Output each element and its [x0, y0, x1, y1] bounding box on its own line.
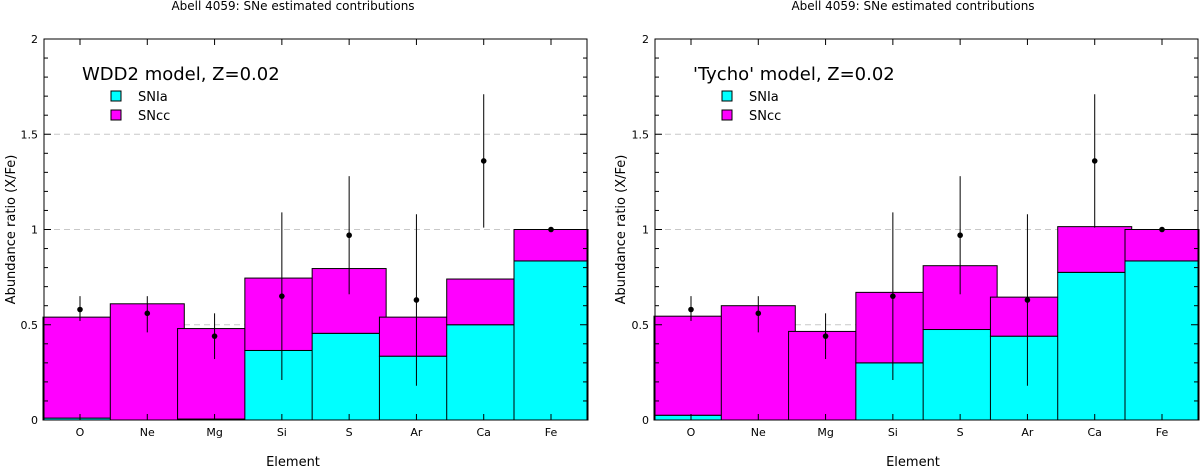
bar-snia-Fe	[1124, 260, 1200, 421]
x-tick-label: Ar	[1021, 426, 1034, 439]
y-tick-label: 0	[31, 414, 38, 427]
legend-label-snia: SNIa	[138, 90, 168, 105]
y-axis-label: Abundance ratio (X/Fe)	[614, 155, 629, 305]
bar-sncc-Fe	[513, 229, 589, 262]
bar-sncc-Fe	[1124, 229, 1200, 262]
bar-sncc-O	[42, 316, 118, 419]
chart-panel-2: Abell 4059: SNe estimated contributions 0…	[614, 0, 1200, 467]
bar-snia-S	[311, 332, 387, 421]
y-tick-label: 0.5	[632, 319, 650, 332]
data-point-S	[346, 232, 352, 239]
legend-swatch-sncc	[110, 109, 122, 121]
bar-sncc-O	[653, 315, 729, 416]
y-tick-label: 1	[642, 224, 649, 237]
y-axis-label: Abundance ratio (X/Fe)	[4, 155, 19, 305]
x-tick-label: O	[687, 426, 696, 439]
x-tick-label: Fe	[1156, 426, 1169, 439]
y-tick-label: 0	[642, 414, 649, 427]
chart-title: Abell 4059: SNe estimated contributions	[791, 0, 1034, 13]
data-point-Mg	[822, 333, 829, 339]
chart-title: Abell 4059: SNe estimated contributions	[171, 0, 414, 13]
x-tick-label: Si	[277, 426, 287, 439]
data-point-Ne	[144, 310, 151, 317]
x-tick-label: Ar	[410, 426, 423, 439]
bar-sncc-Ca	[1057, 226, 1133, 273]
y-tick-label: 1.5	[632, 128, 650, 141]
x-tick-label: Fe	[545, 426, 558, 439]
bar-snia-S	[922, 329, 998, 421]
model-annotation: WDD2 model, Z=0.02	[82, 64, 280, 85]
bar-sncc-Ca	[446, 278, 522, 326]
x-tick-label: Mg	[206, 426, 222, 439]
y-tick-label: 0.5	[21, 319, 39, 332]
x-tick-label: S	[346, 426, 353, 439]
legend-label-sncc: SNcc	[749, 109, 781, 124]
data-point-O	[77, 306, 83, 313]
data-point-Mg	[211, 333, 218, 339]
x-tick-label: S	[957, 426, 964, 439]
x-tick-label: Ne	[140, 426, 155, 439]
y-tick-label: 1.5	[21, 128, 39, 141]
data-point-Si	[890, 293, 896, 299]
y-tick-label: 1	[31, 224, 38, 237]
x-tick-label: Si	[888, 426, 898, 439]
y-tick-label: 2	[31, 33, 38, 46]
data-point-Si	[279, 293, 285, 299]
data-point-Ar	[1024, 297, 1031, 303]
legend-swatch-sncc	[721, 109, 733, 121]
x-tick-label: Ca	[477, 426, 491, 439]
data-point-Ne	[755, 310, 762, 317]
data-point-O	[688, 306, 694, 313]
data-point-Fe	[548, 226, 554, 233]
x-tick-label: O	[76, 426, 85, 439]
x-tick-label: Mg	[817, 426, 833, 439]
data-point-Ca	[480, 158, 487, 164]
chart-panel-1: Abell 4059: SNe estimated contributions 0…	[4, 0, 589, 467]
bar-snia-Fe	[513, 260, 589, 421]
legend-swatch-snia	[721, 90, 733, 102]
data-point-S	[957, 232, 963, 239]
legend-label-snia: SNIa	[749, 90, 779, 105]
legend-label-sncc: SNcc	[138, 109, 170, 124]
x-axis-label: Element	[886, 455, 940, 467]
bar-snia-Ca	[446, 324, 522, 421]
x-tick-label: Ca	[1088, 426, 1102, 439]
y-tick-label: 2	[642, 33, 649, 46]
bar-snia-Ca	[1057, 271, 1133, 421]
model-annotation: 'Tycho' model, Z=0.02	[693, 64, 895, 85]
bar-sncc-S	[922, 265, 998, 331]
data-point-Ca	[1091, 158, 1098, 164]
data-point-Fe	[1159, 226, 1165, 233]
x-tick-label: Ne	[751, 426, 766, 439]
x-axis-label: Element	[266, 455, 320, 467]
legend-swatch-snia	[110, 90, 122, 102]
data-point-Ar	[413, 297, 420, 303]
